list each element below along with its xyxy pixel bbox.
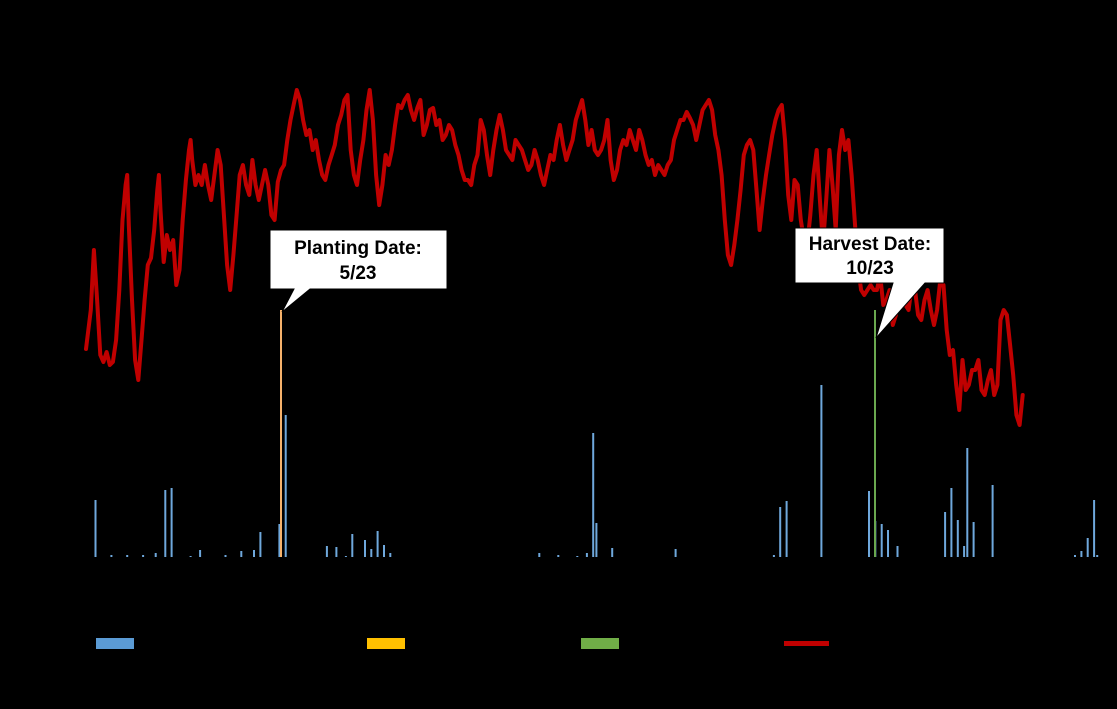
legend bbox=[96, 638, 829, 649]
precipitation-bar bbox=[199, 550, 202, 557]
precipitation-bar bbox=[278, 524, 281, 557]
precipitation-bar bbox=[772, 555, 775, 557]
precipitation-bar bbox=[868, 491, 870, 557]
legend-swatch-precipitation bbox=[96, 638, 134, 649]
precipitation-bar bbox=[1086, 538, 1089, 557]
precipitation-bar bbox=[944, 512, 947, 557]
precipitation-bar bbox=[592, 433, 595, 557]
legend-swatch-planting bbox=[367, 638, 405, 649]
precipitation-bar bbox=[351, 534, 354, 557]
precipitation-bar bbox=[963, 546, 966, 557]
precipitation-bar bbox=[383, 545, 385, 557]
precipitation-bar bbox=[164, 490, 167, 557]
precipitation-bar bbox=[972, 522, 975, 557]
precipitation-bar bbox=[674, 549, 677, 557]
precipitation-bar bbox=[284, 415, 287, 557]
harvest-callout: Harvest Date: 10/23 bbox=[794, 227, 945, 339]
precipitation-bar bbox=[585, 553, 588, 557]
precipitation-bar bbox=[126, 555, 129, 557]
planting-callout: Planting Date: 5/23 bbox=[269, 229, 448, 313]
legend-swatch-temperature bbox=[784, 641, 829, 646]
precipitation-bar bbox=[896, 546, 899, 557]
precipitation-bar bbox=[189, 556, 192, 557]
precipitation-bar bbox=[1093, 500, 1096, 557]
precipitation-bar bbox=[880, 524, 883, 557]
legend-swatch-harvest bbox=[581, 638, 619, 649]
planting-callout-date: 5/23 bbox=[340, 263, 377, 284]
precipitation-bars bbox=[94, 385, 1099, 557]
planting-callout-label: Planting Date: bbox=[294, 238, 422, 259]
harvest-callout-box bbox=[794, 227, 945, 339]
precipitation-bar bbox=[170, 488, 173, 557]
precipitation-bar bbox=[335, 547, 338, 557]
precipitation-bar bbox=[224, 555, 227, 557]
precipitation-bar bbox=[325, 546, 328, 557]
planting-callout-box bbox=[269, 229, 448, 313]
precipitation-bar bbox=[364, 540, 366, 557]
precipitation-bar bbox=[370, 549, 373, 557]
precipitation-bar bbox=[1080, 551, 1083, 557]
precipitation-bar bbox=[142, 555, 145, 557]
precipitation-bar bbox=[1074, 555, 1076, 557]
temperature-line bbox=[84, 88, 1025, 427]
precipitation-bar bbox=[779, 507, 782, 557]
precipitation-bar bbox=[110, 555, 113, 557]
precipitation-bar bbox=[611, 548, 614, 557]
precipitation-bar bbox=[966, 448, 969, 557]
precipitation-bar bbox=[253, 550, 255, 557]
precipitation-bar bbox=[576, 556, 579, 557]
precipitation-bar bbox=[376, 531, 379, 557]
precipitation-bar bbox=[820, 385, 823, 557]
precipitation-bar bbox=[887, 530, 889, 557]
precipitation-bar bbox=[956, 520, 959, 557]
precipitation-bar bbox=[595, 523, 598, 557]
precipitation-bar bbox=[259, 532, 262, 557]
precipitation-bar bbox=[950, 488, 953, 557]
harvest-callout-date: 10/23 bbox=[846, 258, 894, 279]
precipitation-bar bbox=[154, 553, 157, 557]
precipitation-bar bbox=[94, 500, 97, 557]
precipitation-bar bbox=[557, 555, 560, 557]
precipitation-bar bbox=[1096, 555, 1099, 557]
precipitation-bar bbox=[240, 551, 243, 557]
precipitation-bar bbox=[991, 485, 994, 557]
precipitation-bar bbox=[785, 501, 788, 557]
harvest-callout-label: Harvest Date: bbox=[809, 234, 932, 255]
precipitation-bar bbox=[344, 556, 347, 557]
precipitation-bar bbox=[389, 553, 392, 557]
precipitation-bar bbox=[538, 553, 541, 557]
